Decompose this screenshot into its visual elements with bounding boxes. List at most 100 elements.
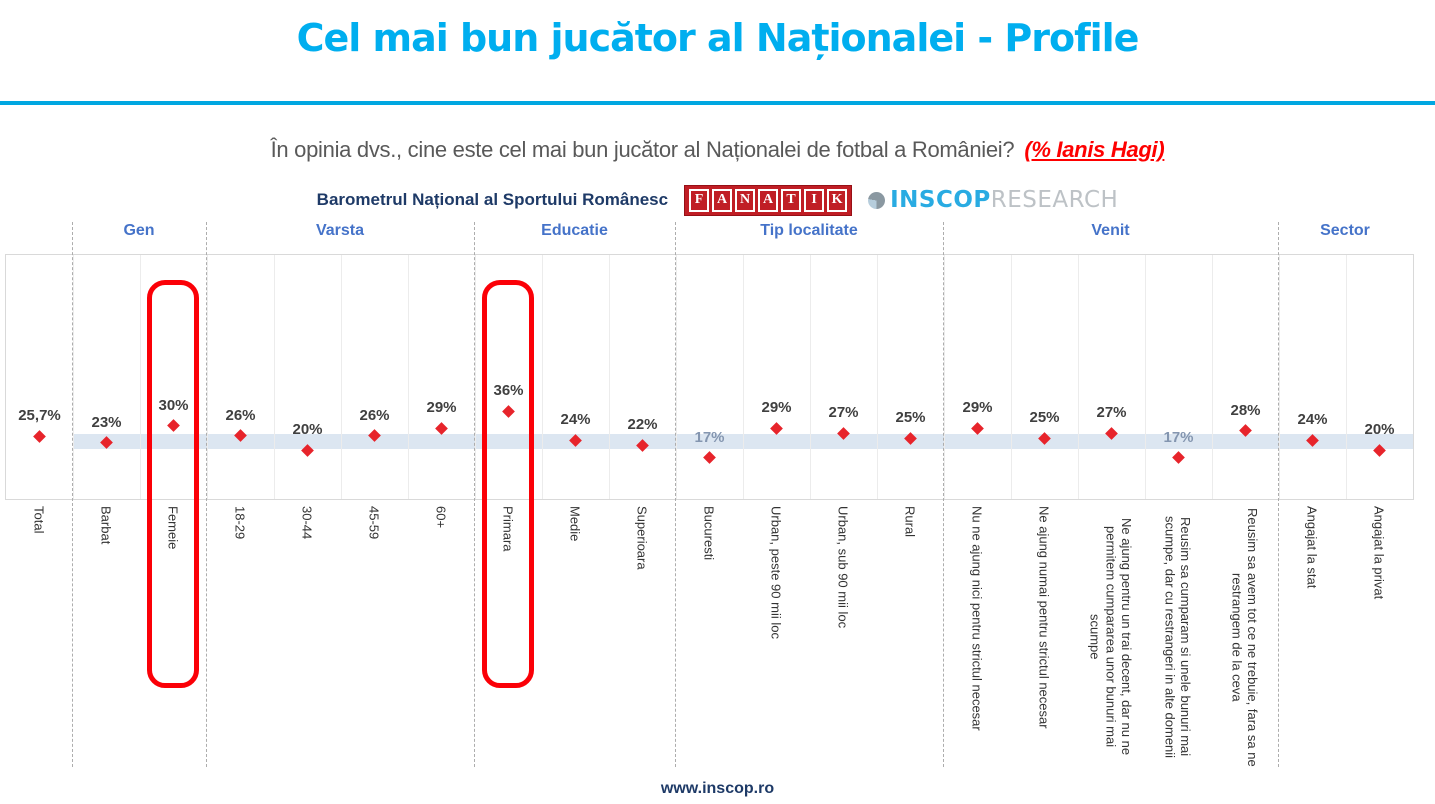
category-label: Primara: [500, 506, 516, 552]
value-label: 29%: [962, 399, 993, 417]
survey-question: În opinia dvs., cine este cel mai bun ju…: [0, 137, 1435, 163]
category-label-cell: Medie: [541, 506, 608, 774]
chart-region: 25,7% 23% 30% 26% 20% 26% 29% 36% 24% 22% 17% 29% 27…: [5, 222, 1414, 775]
column-separator: [1011, 255, 1012, 499]
category-label-cell: Reusim sa avem tot ce ne trebuie, fara s…: [1211, 506, 1278, 774]
category-label: Bucuresti: [701, 506, 717, 561]
category-label-cell: Urban, peste 90 mii loc: [742, 506, 809, 774]
question-highlight: (% Ianis Hagi): [1024, 137, 1165, 162]
category-label-cell: 18-29: [206, 506, 273, 774]
question-text: În opinia dvs., cine este cel mai bun ju…: [270, 137, 1015, 162]
dot-marker: [33, 429, 46, 443]
dot-marker: [770, 421, 783, 435]
column-separator: [73, 255, 74, 499]
value-label: 30%: [158, 396, 189, 414]
column-separator: [1212, 255, 1213, 499]
category-label: 30-44: [299, 506, 315, 540]
category-label-cell: Ne ajung pentru un trai decent, dar nu n…: [1077, 506, 1144, 774]
value-label: 27%: [1096, 404, 1127, 422]
column-separator: [475, 255, 476, 499]
column-separator: [609, 255, 610, 499]
group-divider: [943, 222, 944, 767]
group-header: Sector: [1320, 222, 1370, 239]
category-label-cell: Barbat: [72, 506, 139, 774]
category-label: 60+: [433, 506, 449, 529]
fanatik-letter: K: [827, 188, 848, 212]
value-label: 25,7%: [18, 407, 61, 425]
plot-area: 25,7% 23% 30% 26% 20% 26% 29% 36% 24% 22% 17% 29% 27…: [5, 254, 1414, 500]
value-label: 23%: [91, 413, 122, 431]
category-label: Reusim sa avem tot ce ne trebuie, fara s…: [1229, 507, 1261, 767]
dot-marker: [703, 451, 716, 464]
category-label-cell: Nu ne ajung nici pentru strictul necesar: [943, 506, 1010, 774]
value-label: 27%: [828, 404, 859, 422]
column-separator: [1346, 255, 1347, 499]
category-label: Rural: [902, 506, 918, 538]
column-separator: [1078, 255, 1079, 499]
category-label: 18-29: [232, 506, 248, 540]
category-label-cell: Reusim sa cumparam si unele bunuri mai s…: [1144, 506, 1211, 774]
column-separator: [408, 255, 409, 499]
value-label: 26%: [359, 406, 390, 424]
group-header: Varsta: [315, 222, 365, 239]
value-label: 20%: [1364, 421, 1395, 439]
dot-marker: [435, 421, 448, 435]
column-separator: [140, 255, 141, 499]
value-label: 25%: [895, 409, 926, 426]
brand-row: Barometrul Național al Sportului Românes…: [0, 183, 1435, 217]
value-label: 24%: [1297, 411, 1328, 429]
column-separator: [1145, 255, 1146, 499]
column-separator: [676, 255, 677, 499]
inscop-suffix: RESEARCH: [990, 187, 1119, 213]
column-separator: [1279, 255, 1280, 499]
category-label-cell: Urban, sub 90 mii loc: [809, 506, 876, 774]
category-labels-row: Total Barbat Femeie 18-29 30-44 45-59 60+ Prima…: [5, 506, 1412, 774]
column-separator: [207, 255, 208, 499]
category-label: Ne ajung numai pentru strictul necesar: [1036, 506, 1052, 729]
column-separator: [743, 255, 744, 499]
column-separator: [341, 255, 342, 499]
page-title: Cel mai bun jucător al Naționalei - Prof…: [296, 16, 1140, 60]
category-label-cell: Femeie: [139, 506, 206, 774]
category-label-cell: Rural: [876, 506, 943, 774]
category-label: Femeie: [165, 506, 181, 550]
value-label: 17%: [1163, 428, 1194, 446]
group-divider: [675, 222, 676, 767]
category-label-cell: 60+: [407, 506, 474, 774]
category-label: Angajat la privat: [1371, 506, 1387, 600]
value-label: 26%: [225, 406, 256, 424]
category-label: Urban, peste 90 mii loc: [768, 506, 784, 639]
category-label: Ne ajung pentru un trai decent, dar nu n…: [1087, 518, 1134, 756]
category-label: Superioara: [634, 506, 650, 570]
group-header: Venit: [1091, 222, 1130, 239]
column-separator: [877, 255, 878, 499]
category-label-cell: Total: [5, 506, 72, 774]
value-label: 28%: [1230, 401, 1261, 419]
title-divider-line: [0, 101, 1435, 105]
value-label: 24%: [560, 411, 591, 429]
column-separator: [944, 255, 945, 499]
category-label: Barbat: [98, 506, 114, 545]
value-label: 36%: [493, 382, 524, 400]
category-label: Angajat la stat: [1304, 506, 1320, 589]
category-label: Total: [31, 506, 47, 534]
value-label: 29%: [761, 399, 792, 417]
category-label: Reusim sa cumparam si unele bunuri mai s…: [1162, 515, 1194, 759]
category-label-cell: 30-44: [273, 506, 340, 774]
fanatik-letter: N: [735, 188, 756, 212]
category-label: Urban, sub 90 mii loc: [835, 506, 851, 629]
value-label: 29%: [426, 399, 457, 417]
highlight-ring: [481, 280, 534, 688]
footer-url: www.inscop.ro: [660, 780, 775, 797]
fanatik-letter: F: [689, 188, 710, 212]
category-label-cell: 45-59: [340, 506, 407, 774]
column-separator: [274, 255, 275, 499]
highlight-ring: [146, 280, 199, 688]
category-label-cell: Primara: [474, 506, 541, 774]
group-header: Educatie: [541, 222, 608, 239]
dot-marker: [1172, 451, 1185, 464]
category-label: Medie: [567, 506, 583, 542]
value-label: 20%: [292, 421, 323, 439]
